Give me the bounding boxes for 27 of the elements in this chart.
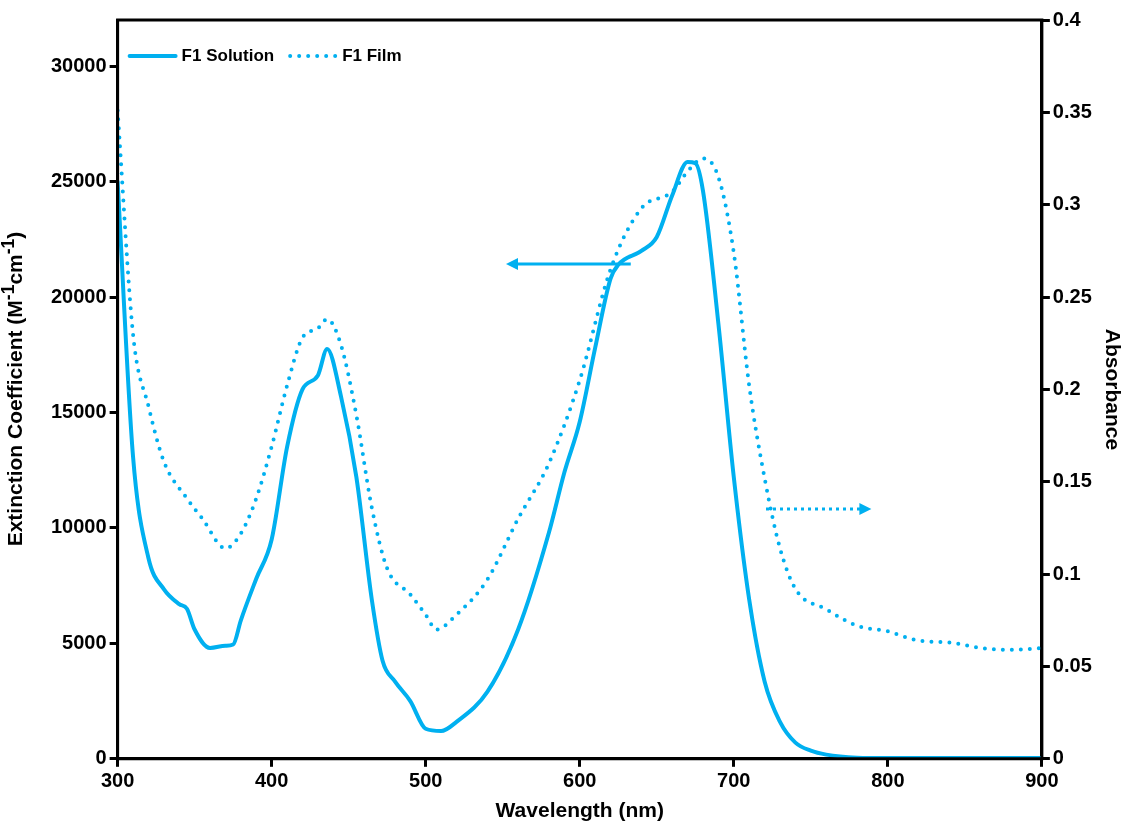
y2-axis-title: Absorbance: [1101, 328, 1125, 451]
y2-tick-label: 0.4: [1052, 7, 1082, 30]
x-tick-label: 700: [717, 769, 751, 792]
x-tick-label: 600: [563, 769, 597, 792]
x-tick-label: 400: [254, 769, 289, 792]
x-axis-title: Wavelength (nm): [495, 798, 664, 822]
y2-tick-label: 0.15: [1052, 469, 1092, 492]
y-tick-label: 30000: [50, 53, 107, 76]
x-tick-label: 300: [100, 769, 135, 792]
x-tick-label: 900: [1025, 769, 1059, 792]
y2-tick-label: 0.1: [1052, 561, 1081, 584]
x-tick-label: 500: [409, 769, 443, 792]
legend-label: F1 Solution: [181, 45, 275, 65]
legend-label: F1 Film: [342, 45, 402, 65]
y-tick-label: 10000: [50, 515, 107, 538]
y2-tick-label: 0.25: [1052, 284, 1092, 307]
y-tick-label: 20000: [50, 284, 107, 307]
y2-tick-label: 0.3: [1052, 192, 1081, 215]
y2-tick-label: 0: [1052, 746, 1064, 769]
y2-tick-label: 0.05: [1052, 653, 1092, 676]
y-tick-label: 0: [95, 746, 107, 769]
y2-tick-label: 0.2: [1052, 376, 1081, 399]
y2-tick-label: 0.35: [1052, 99, 1092, 122]
y-tick-label: 25000: [50, 169, 107, 192]
x-tick-label: 800: [871, 769, 905, 792]
y-tick-label: 15000: [50, 400, 107, 422]
y-tick-label: 5000: [62, 630, 107, 653]
